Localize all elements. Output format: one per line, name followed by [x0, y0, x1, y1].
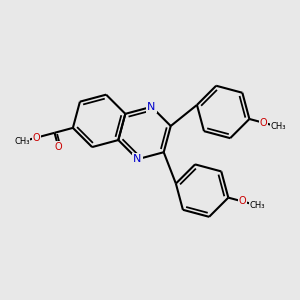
Text: CH₃: CH₃	[249, 201, 265, 210]
Text: O: O	[260, 118, 268, 128]
Text: N: N	[133, 154, 142, 164]
Text: O: O	[239, 196, 247, 206]
Text: N: N	[147, 102, 156, 112]
Text: CH₃: CH₃	[14, 137, 29, 146]
Text: CH₃: CH₃	[271, 122, 286, 131]
Text: O: O	[32, 133, 40, 143]
Text: O: O	[55, 142, 62, 152]
